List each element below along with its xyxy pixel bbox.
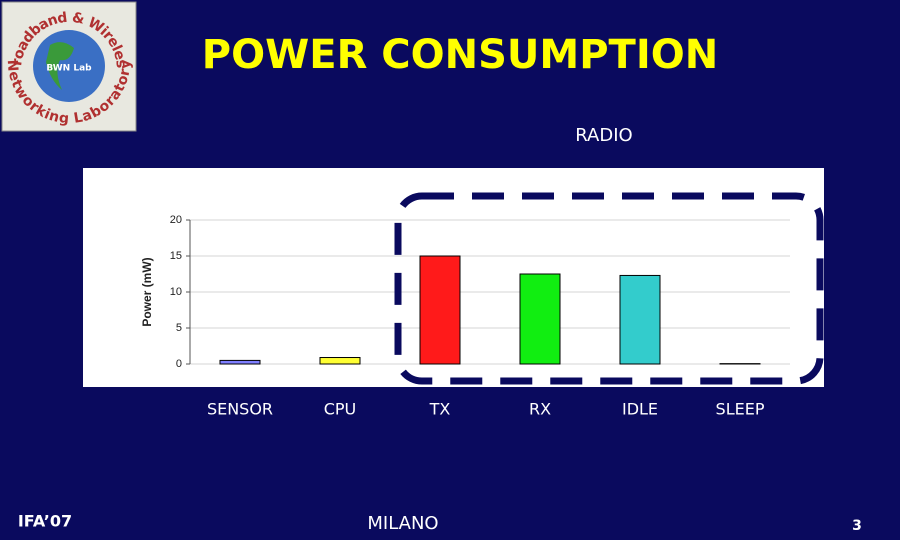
bar [519, 273, 561, 365]
bar [319, 357, 361, 365]
y-tick-label: 20 [170, 214, 182, 226]
slide-title: POWER CONSUMPTION [202, 32, 718, 78]
globe-land [46, 42, 74, 90]
y-tick-label: 5 [176, 322, 182, 334]
annotation: RADIO [575, 125, 632, 146]
y-axis-label: Power (mW) [140, 257, 154, 326]
logo: Broadband & Wireless Networking Laborato… [0, 0, 137, 132]
y-tick-label: 15 [170, 250, 182, 262]
page-number: 3 [852, 518, 862, 534]
x-tick-label: TX [429, 400, 451, 419]
footer-left: IFA’07 [18, 512, 72, 531]
bar [619, 274, 661, 365]
logo-center: BWN Lab [46, 64, 92, 74]
x-tick-label: CPU [324, 400, 357, 419]
x-tick-label: SLEEP [716, 400, 765, 419]
y-tick-label: 0 [176, 358, 182, 370]
radio-highlight [394, 192, 824, 385]
plot: 0 5 10 15 20 SENSOR CPU TX RX IDLE SLEEP [170, 214, 790, 419]
bar [419, 255, 461, 365]
footer-center: MILANO [367, 513, 438, 534]
x-tick-label: RX [529, 400, 551, 419]
x-tick-label: SENSOR [207, 400, 273, 419]
x-tick-label: IDLE [622, 400, 658, 419]
y-tick-label: 10 [170, 286, 182, 298]
bar [219, 359, 261, 365]
